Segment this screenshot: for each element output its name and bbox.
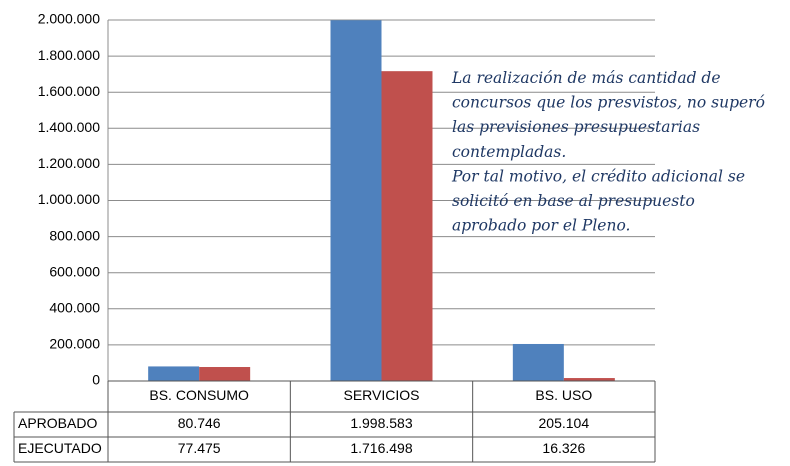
y-tick-label: 600.000 xyxy=(49,263,100,279)
y-tick-label: 800.000 xyxy=(49,227,100,243)
data-label: 1.716.498 xyxy=(350,440,412,456)
annotation: concursos que los presvistos, no superó xyxy=(452,94,765,112)
y-tick-label: 1.400.000 xyxy=(38,119,100,135)
annotation: aprobado por el Pleno. xyxy=(452,217,630,235)
data-label: 80.746 xyxy=(178,415,221,431)
x-tick-label: SERVICIOS xyxy=(344,387,420,403)
y-tick-label: 2.000.000 xyxy=(38,11,100,27)
annotation: La realización de más cantidad de xyxy=(451,69,721,87)
legend-label: EJECUTADO xyxy=(18,440,102,456)
bar xyxy=(381,71,433,381)
x-tick-label: BS. CONSUMO xyxy=(149,387,249,403)
y-tick-label: 200.000 xyxy=(49,336,100,352)
annotation: Por tal motivo, el crédito adicional se xyxy=(451,167,745,185)
bar xyxy=(148,366,200,381)
annotation: solicitó en base al presupuesto xyxy=(452,192,695,210)
y-tick-label: 400.000 xyxy=(49,300,100,316)
bar xyxy=(512,343,564,381)
bar xyxy=(563,378,615,381)
data-label: 16.326 xyxy=(542,440,585,456)
legend-label: APROBADO xyxy=(18,415,97,431)
data-label: 77.475 xyxy=(178,440,221,456)
y-tick-label: 1.800.000 xyxy=(38,47,100,63)
annotation: las previsiones presupuestarias xyxy=(452,118,700,136)
bar xyxy=(330,20,382,381)
y-tick-label: 1.000.000 xyxy=(38,191,100,207)
bar xyxy=(199,367,251,381)
y-tick-label: 1.600.000 xyxy=(38,83,100,99)
data-label: 1.998.583 xyxy=(350,415,412,431)
y-tick-label: 0 xyxy=(92,372,100,388)
annotation: contempladas. xyxy=(452,143,566,161)
data-label: 205.104 xyxy=(539,415,590,431)
y-tick-label: 1.200.000 xyxy=(38,155,100,171)
x-tick-label: BS. USO xyxy=(535,387,592,403)
